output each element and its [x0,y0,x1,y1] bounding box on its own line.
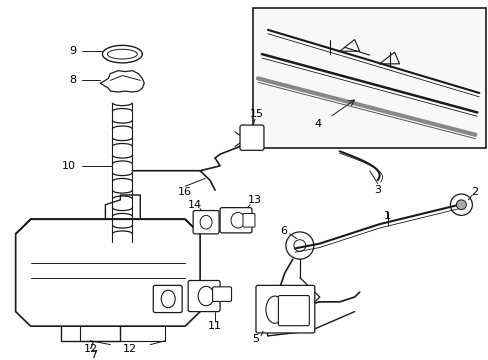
Text: 8: 8 [69,75,76,85]
Text: 2: 2 [470,187,477,197]
Text: 7: 7 [90,350,97,360]
Text: 7: 7 [87,341,94,351]
Text: 6: 6 [280,226,287,236]
FancyBboxPatch shape [188,280,220,312]
Text: 5: 5 [252,334,259,344]
FancyBboxPatch shape [243,213,254,227]
Bar [252,9,486,148]
Text: 10: 10 [61,161,75,171]
Circle shape [455,200,466,210]
Text: 12: 12 [123,343,137,354]
Text: 16: 16 [178,187,192,197]
Text: 11: 11 [208,321,222,331]
Text: 13: 13 [247,195,262,205]
FancyBboxPatch shape [278,296,309,326]
Text: 15: 15 [249,109,264,120]
FancyBboxPatch shape [220,208,251,233]
Text: 4: 4 [314,119,321,129]
Text: 9: 9 [69,46,76,56]
Text: 14: 14 [188,200,202,210]
FancyBboxPatch shape [193,211,219,234]
Text: 3: 3 [373,185,380,195]
Text: 1: 1 [383,211,390,221]
FancyBboxPatch shape [212,287,231,301]
FancyBboxPatch shape [240,125,264,150]
Text: 12: 12 [83,343,97,354]
FancyBboxPatch shape [153,285,182,312]
FancyBboxPatch shape [255,285,314,333]
